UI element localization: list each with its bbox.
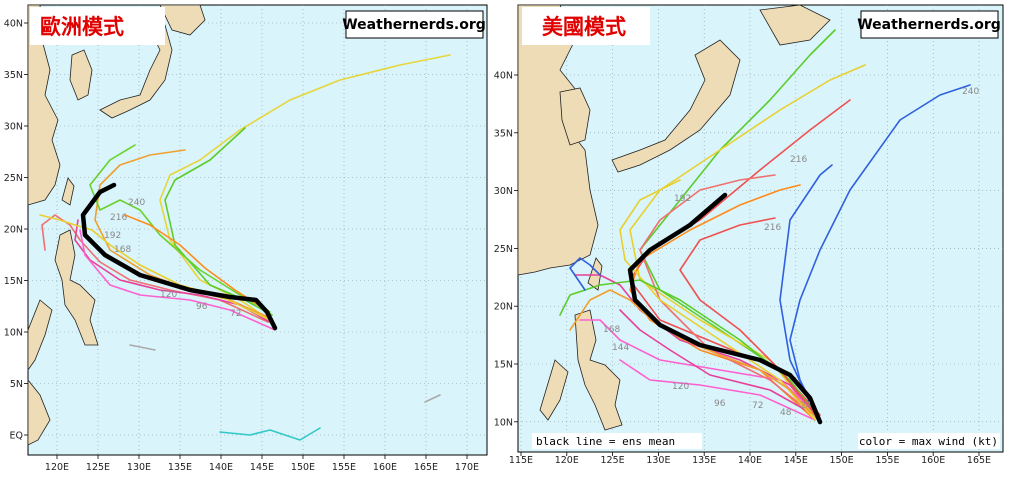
x-tick-label: 165E [414, 462, 438, 473]
x-tick-label: 135E [692, 455, 716, 466]
forecast-hour-label: 72 [752, 401, 763, 411]
y-tick-label: 15N [4, 276, 23, 287]
x-tick-label: 130E [127, 462, 151, 473]
forecast-hour-label: 216 [790, 155, 807, 165]
right-panel: 240 216 216 192 168 144 120 96 72 48 24 115E 120E 12… [494, 4, 1004, 467]
footer-box [858, 433, 1000, 449]
panel-title: 美國模式 [542, 15, 626, 39]
x-tick-label: 155E [875, 455, 899, 466]
y-tick-label: 10N [494, 417, 513, 428]
panel-title: 歐洲模式 [40, 15, 124, 39]
forecast-hour-label: 144 [612, 343, 629, 353]
x-tick-label: 150E [830, 455, 854, 466]
map-frame [27, 4, 488, 456]
tracks [39, 54, 451, 441]
x-tick-label: 155E [332, 462, 356, 473]
tracks [559, 29, 971, 425]
axis-labels: 115E 120E 125E 130E 135E 140E 145E 150E 155E 160E… [494, 71, 991, 467]
x-tick-label: 140E [738, 455, 762, 466]
title-box [30, 7, 165, 45]
y-tick-label: 30N [494, 186, 513, 197]
forecast-hour-label: 216 [764, 223, 781, 233]
y-tick-label: 40N [4, 19, 23, 30]
x-tick-label: 120E [555, 455, 579, 466]
forecast-hour-label: 216 [110, 213, 127, 223]
axis-labels: 120E 125E 130E 135E 140E 145E 150E 155E 160E 165E… [4, 19, 479, 474]
x-tick-label: 125E [601, 455, 625, 466]
forecast-hour-label: 72 [230, 309, 241, 319]
x-tick-label: 170E [455, 462, 479, 473]
watermark-box [345, 10, 484, 39]
forecast-hour-label: 96 [714, 399, 726, 409]
forecast-hour-label: 24 [800, 401, 812, 411]
forecast-hour-label: 192 [674, 194, 691, 204]
forecast-hour-label: 192 [104, 231, 121, 241]
grid [28, 5, 487, 455]
x-tick-label: 150E [291, 462, 315, 473]
x-tick-label: 140E [209, 462, 233, 473]
x-tick-label: 130E [646, 455, 670, 466]
x-tick-label: 145E [784, 455, 808, 466]
forecast-hour-label: 240 [128, 198, 145, 208]
footer-box [532, 433, 702, 449]
y-tick-label: 5N [10, 379, 23, 390]
y-tick-label: 20N [494, 302, 513, 313]
y-tick-label: 30N [4, 122, 23, 133]
footer-left: black line = ens mean [536, 435, 675, 448]
hour-labels: 240 216 216 192 168 144 120 96 72 48 24 [603, 87, 979, 418]
watermark: Weathernerds.org [857, 17, 1001, 33]
x-tick-label: 165E [967, 455, 991, 466]
y-tick-label: 10N [4, 328, 23, 339]
footer-right: color = max wind (kt) [859, 435, 998, 448]
y-tick-label: 15N [494, 360, 513, 371]
y-tick-label: 25N [4, 173, 23, 184]
y-tick-label: 20N [4, 225, 23, 236]
x-tick-label: 125E [86, 462, 110, 473]
watermark-box [860, 10, 999, 39]
forecast-hour-label: 96 [196, 302, 208, 312]
x-tick-label: 160E [921, 455, 945, 466]
x-tick-label: 120E [45, 462, 69, 473]
forecast-hour-label: 240 [962, 87, 979, 97]
y-tick-label: 25N [494, 244, 513, 255]
x-tick-label: 160E [373, 462, 397, 473]
y-tick-label: EQ [10, 431, 23, 442]
watermark: Weathernerds.org [342, 17, 486, 33]
x-tick-label: 115E [509, 455, 533, 466]
title-box [522, 7, 650, 45]
y-tick-label: 40N [494, 71, 513, 82]
y-tick-label: 35N [494, 128, 513, 139]
x-tick-label: 135E [168, 462, 192, 473]
forecast-hour-label: 48 [780, 408, 792, 418]
forecast-hour-label: 168 [114, 245, 131, 255]
grid [518, 5, 1003, 452]
y-tick-label: 35N [4, 70, 23, 81]
x-tick-label: 145E [250, 462, 274, 473]
forecast-hour-label: 120 [672, 382, 689, 392]
land [517, 4, 831, 431]
forecast-hour-label: 120 [160, 290, 177, 300]
forecast-hour-label: 168 [603, 325, 620, 335]
